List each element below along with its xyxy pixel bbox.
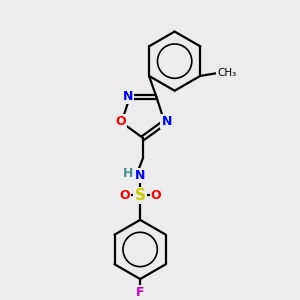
Text: H: H <box>123 167 134 180</box>
Text: N: N <box>135 169 145 182</box>
Text: O: O <box>115 115 126 128</box>
Text: S: S <box>135 188 146 203</box>
Text: CH₃: CH₃ <box>217 68 236 78</box>
Text: O: O <box>119 189 130 202</box>
Text: O: O <box>151 189 161 202</box>
Text: N: N <box>123 89 133 103</box>
Text: N: N <box>161 115 172 128</box>
Text: F: F <box>136 286 144 299</box>
